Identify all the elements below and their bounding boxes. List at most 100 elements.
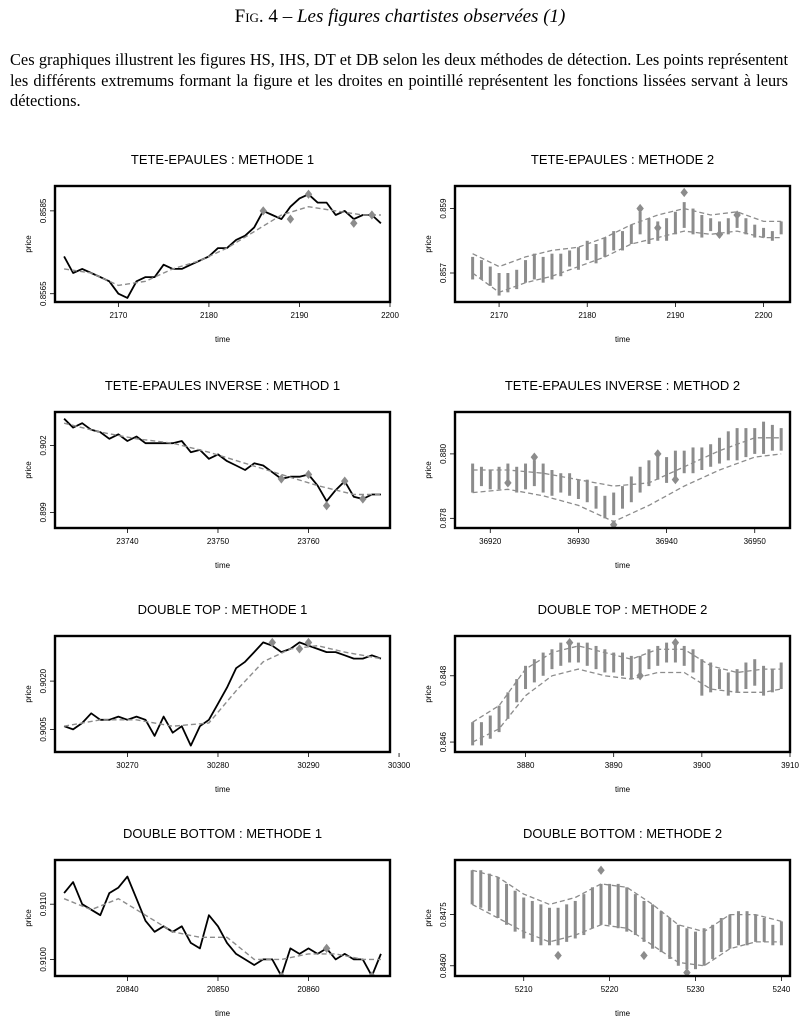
plot-frame [53,634,392,754]
extremum-point [322,501,331,511]
extremum-point [304,469,313,480]
smoothed-line [63,897,381,961]
extremum-point [322,943,331,954]
chart-panel: DOUBLE TOP : METHODE 1 30270 30280 30290 303… [24,602,411,794]
x-tick-label: 30270 [116,761,139,770]
y-axis-label: price [424,461,433,479]
extremum-point [671,637,680,648]
x-axis-label: time [615,335,631,344]
chart-panel: TETE-EPAULES : METHODE 2 2170 2180 2190 2200… [424,152,792,344]
smoothed-lower-line [472,668,782,743]
y-tick-label: 0.899 [39,502,48,523]
x-tick-label: 36940 [655,537,678,546]
plot-frame [453,858,792,978]
x-tick-label: 36930 [567,537,590,546]
x-tick-label: 20840 [116,985,139,994]
smoothed-lower-line [472,230,782,294]
x-tick-label: 2180 [200,311,218,320]
extremum-point [640,950,648,961]
extremum-point [554,950,562,961]
figure-title: Les figures chartistes observées (1) [296,6,566,27]
extremum-point [341,476,349,486]
plot-area [63,637,382,747]
plot-frame [453,184,792,304]
y-axis-label: price [24,461,33,479]
x-tick-label: 5230 [687,985,705,994]
y-tick-label: 0.9110 [39,892,48,916]
extremum-point [277,474,286,484]
x-tick-label: 2180 [578,311,596,320]
y-tick-label: 0.859 [439,198,448,219]
figure-label: Fig. 4 [234,6,278,27]
x-tick-label: 36950 [744,537,767,546]
chart-title: TETE-EPAULES : METHODE 2 [531,152,714,167]
x-tick-label: 2170 [109,311,127,320]
x-axis-label: time [215,785,231,794]
x-tick-label: 3880 [517,761,535,770]
plot-area [470,865,783,976]
figure-separator: – [282,6,293,27]
x-tick-label: 5220 [601,985,619,994]
chart-panel: TETE-EPAULES INVERSE : METHOD 2 36920 3693… [424,378,792,570]
plot-area [471,187,783,296]
chart-panel: DOUBLE TOP : METHODE 2 3880 3890 3900 3910 0.… [424,602,799,794]
x-tick-label: 3900 [693,761,711,770]
extremum-point [683,967,691,976]
y-axis-label: price [24,909,33,927]
extremum-point [609,520,618,528]
smoothed-lower-line [471,903,782,967]
x-tick-label: 23760 [297,537,320,546]
smoothed-line [63,422,381,496]
x-tick-label: 2200 [755,311,773,320]
plot-frame [53,858,392,978]
extremum-point [295,644,304,654]
y-tick-label: 0.9020 [39,668,48,693]
chart-title: TETE-EPAULES INVERSE : METHOD 1 [105,378,340,393]
plot-frame [453,634,792,754]
y-tick-label: 0.8585 [39,198,48,223]
plot-frame [53,410,392,530]
y-tick-label: 0.8565 [39,281,48,306]
extremum-point [368,210,376,220]
y-tick-label: 0.9005 [39,717,48,742]
extremum-point [259,206,267,216]
x-tick-label: 2170 [490,311,508,320]
extremum-point [733,210,741,220]
y-tick-label: 0.8475 [439,902,448,927]
chart-panel: DOUBLE BOTTOM : METHODE 1 20840 20850 20860… [24,826,392,1018]
smoothed-upper-line [472,437,782,487]
plot-frame [453,410,792,530]
x-tick-label: 30300 [388,761,411,770]
extremum-point [304,189,313,199]
plot-area [63,189,382,299]
chart-panel: TETE-EPAULES INVERSE : METHOD 1 23740 2375… [24,378,392,570]
y-axis-label: price [424,909,433,927]
chart-title: TETE-EPAULES : METHODE 1 [131,152,314,167]
chart-panel: DOUBLE BOTTOM : METHODE 2 5210 5220 5230 524… [424,826,792,1018]
chart-title: TETE-EPAULES INVERSE : METHOD 2 [505,378,740,393]
y-tick-label: 0.902 [39,435,48,456]
x-tick-label: 36920 [479,537,502,546]
figure-caption: Fig. 4 – Les figures chartistes observée… [0,6,800,28]
extremum-point [715,229,724,239]
y-tick-label: 0.878 [439,508,448,529]
chart-title: DOUBLE BOTTOM : METHODE 2 [523,826,722,841]
x-tick-label: 3890 [605,761,623,770]
intro-paragraph: Ces graphiques illustrent les figures HS… [10,50,788,110]
price-line [63,875,382,976]
x-tick-label: 2190 [291,311,309,320]
plot-frame [53,184,392,304]
x-tick-label: 30290 [297,761,320,770]
x-axis-label: time [215,1009,231,1018]
plot-area [471,637,783,746]
price-line [63,641,382,747]
y-tick-label: 0.848 [439,665,448,686]
smoothed-line [63,205,381,287]
smoothed-upper-line [472,869,782,933]
x-tick-label: 20850 [207,985,230,994]
smoothed-line [63,644,382,727]
extremum-point [654,449,662,459]
smoothed-upper-line [472,207,782,268]
extremum-point [636,671,644,681]
y-axis-label: price [24,235,33,253]
